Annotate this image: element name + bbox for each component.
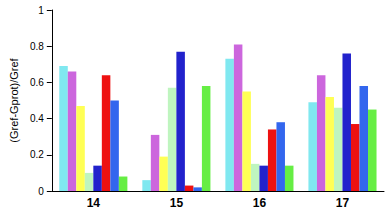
svg-text:(Gref-Gprot)/Gref: (Gref-Gprot)/Gref [8,57,20,142]
svg-text:16: 16 [253,196,267,210]
svg-text:0.6: 0.6 [30,77,44,88]
svg-text:17: 17 [336,196,350,210]
svg-text:14: 14 [87,196,101,210]
svg-text:0: 0 [38,186,44,197]
svg-text:0.2: 0.2 [30,149,44,160]
svg-text:0.4: 0.4 [30,113,44,124]
svg-text:15: 15 [170,196,184,210]
svg-text:0.8: 0.8 [30,41,44,52]
svg-text:1: 1 [38,5,44,16]
